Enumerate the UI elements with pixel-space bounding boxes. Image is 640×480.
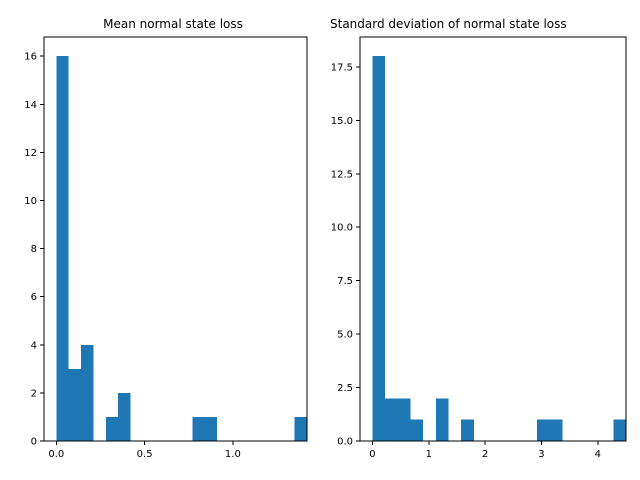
- y-tick-label: 2: [31, 388, 37, 399]
- x-tick-label: 0.5: [137, 449, 153, 460]
- y-tick-label: 7.5: [337, 276, 353, 287]
- y-tick-label: 16: [24, 52, 37, 63]
- histogram-bar: [461, 419, 474, 441]
- x-axis-ticks: 0.0 0.5 1.0: [48, 441, 241, 460]
- histogram-bar: [397, 398, 411, 441]
- y-tick-label: 14: [24, 100, 37, 111]
- histogram-bar: [68, 368, 82, 441]
- x-tick-label: 2: [482, 449, 488, 460]
- histogram-bar: [537, 419, 550, 441]
- y-tick-label: 12.5: [331, 169, 353, 180]
- histogram-bar: [613, 419, 626, 441]
- y-tick-label: 0: [31, 437, 37, 448]
- histogram-bar: [372, 56, 386, 442]
- x-tick-label: 0: [369, 449, 375, 460]
- y-tick-label: 8: [31, 244, 37, 255]
- x-tick-label: 0.0: [48, 449, 64, 460]
- histogram-bar: [435, 398, 449, 441]
- y-tick-label: 17.5: [331, 62, 353, 73]
- y-tick-label: 10.0: [331, 223, 353, 234]
- bars-group: [56, 56, 307, 442]
- x-tick-label: 3: [538, 449, 544, 460]
- x-axis-ticks: 0 1 2 3 4: [369, 441, 601, 460]
- histogram-bar: [385, 398, 398, 441]
- histogram-bar: [56, 56, 69, 442]
- histogram-bar: [410, 419, 424, 441]
- bars-group: [372, 56, 626, 442]
- x-tick-label: 1: [426, 449, 432, 460]
- y-tick-label: 15.0: [331, 116, 353, 127]
- histogram-bar: [549, 419, 563, 441]
- stddev-loss-histogram: Standard deviation of normal state loss …: [330, 17, 627, 460]
- x-tick-label: 1.0: [225, 449, 241, 460]
- y-tick-label: 5.0: [337, 330, 353, 341]
- histogram-bar: [294, 416, 307, 441]
- y-axis-ticks: 0.0 2.5 5.0 7.5 10.0 12.5 15.0 17.5: [331, 62, 360, 448]
- x-tick-label: 4: [595, 449, 601, 460]
- mean-loss-histogram: Mean normal state loss 0.0 0.5 1.0 0 2 4 6 8 10…: [24, 17, 308, 460]
- histogram-bar: [81, 344, 94, 441]
- y-tick-label: 2.5: [337, 383, 353, 394]
- y-axis-ticks: 0 2 4 6 8 10 12 14 16: [24, 52, 44, 448]
- histogram-bar: [192, 416, 205, 441]
- axes-frame: [359, 36, 627, 442]
- chart-title: Mean normal state loss: [103, 17, 243, 31]
- chart-title: Standard deviation of normal state loss: [330, 17, 567, 31]
- y-tick-label: 4: [31, 340, 37, 351]
- y-tick-label: 12: [24, 148, 37, 159]
- y-tick-label: 6: [31, 292, 37, 303]
- histogram-bar: [118, 392, 131, 441]
- y-tick-label: 0.0: [337, 437, 353, 448]
- axes-frame: [43, 36, 308, 442]
- histogram-bar: [105, 416, 119, 441]
- histogram-bar: [204, 416, 217, 441]
- y-tick-label: 10: [24, 196, 37, 207]
